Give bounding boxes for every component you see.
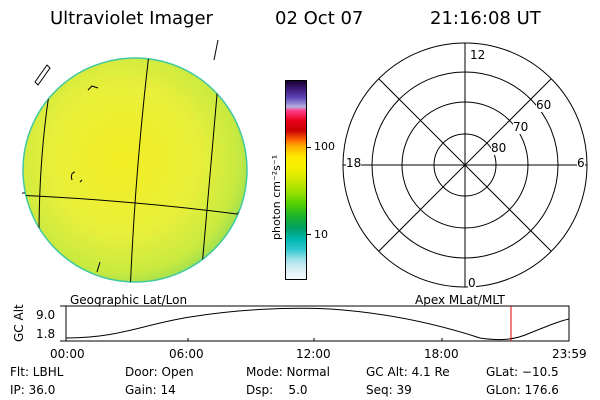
lat-label-70: 70 [513, 120, 529, 134]
ip-status: IP: 36.0 [10, 383, 56, 397]
time-label: 21:16:08 UT [430, 8, 541, 29]
glon-status: GLon: 176.6 [486, 383, 559, 397]
altitude-xtick-3: 18:00 [424, 347, 459, 361]
altitude-xtick-4: 23:59 [552, 347, 587, 361]
left-panel-label: Geographic Lat/Lon [70, 293, 188, 307]
sequence-status: Seq: 39 [366, 383, 412, 397]
altitude-ytick-max: 9.0 [36, 308, 56, 322]
door-status: Door: Open [125, 365, 194, 379]
colorbar-tick-10: 10 [314, 228, 328, 241]
mlt-label-0: 0 [468, 276, 476, 290]
intensity-colorbar [285, 80, 307, 280]
date-label: 02 Oct 07 [275, 8, 364, 29]
instrument-title: Ultraviolet Imager [50, 8, 213, 29]
altitude-xtick-2: 12:00 [296, 347, 331, 361]
uv-image-disk [22, 40, 248, 283]
earth-disk [22, 57, 248, 283]
lat-label-60: 60 [536, 98, 552, 112]
colorbar-units-label: photon cm⁻²s⁻¹ [270, 154, 283, 240]
mlt-label-18: 18 [346, 156, 362, 170]
altitude-xtick-1: 06:00 [169, 347, 204, 361]
altitude-plot [60, 305, 570, 342]
mlt-label-12: 12 [470, 48, 486, 62]
glat-status: GLat: −10.5 [486, 365, 559, 379]
colorbar-tick-100: 100 [314, 140, 335, 153]
filter-status: Flt: LBHL [10, 365, 64, 379]
lat-label-80: 80 [491, 141, 507, 155]
mode-status: Mode: Normal [246, 365, 330, 379]
mlt-label-6: 6 [577, 156, 585, 170]
polar-plot [342, 42, 588, 288]
altitude-ytick-min: 1.8 [36, 327, 56, 341]
right-panel-label: Apex MLat/MLT [415, 293, 505, 307]
dsp-status: Dsp: 5.0 [246, 383, 308, 397]
altitude-curve [65, 307, 570, 341]
altitude-xtick-0: 00:00 [50, 347, 85, 361]
gain-status: Gain: 14 [125, 383, 176, 397]
gc-alt-status: GC Alt: 4.1 Re [366, 365, 450, 379]
coastline-outline [34, 64, 51, 86]
altitude-ylabel: GC Alt [12, 304, 26, 342]
